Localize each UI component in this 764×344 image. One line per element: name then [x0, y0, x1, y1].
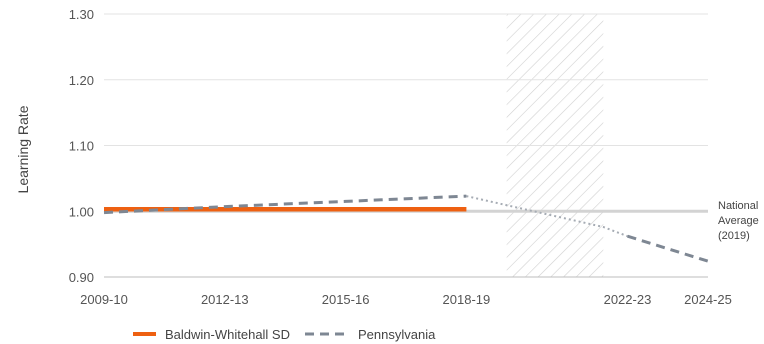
x-tick-label: 2022-23	[604, 292, 652, 307]
national-average-label: (2019)	[718, 230, 750, 242]
national-average-label: National	[718, 200, 758, 212]
x-tick-label: 2015-16	[322, 292, 370, 307]
legend-label-baldwin-whitehall: Baldwin-Whitehall SD	[165, 327, 290, 342]
y-tick-label: 1.20	[69, 73, 94, 88]
y-tick-label: 1.10	[69, 139, 94, 154]
legend-label-pennsylvania: Pennsylvania	[358, 327, 436, 342]
y-tick-label: 0.90	[69, 270, 94, 285]
y-tick-label: 1.00	[69, 204, 94, 219]
national-average-label: Average	[718, 215, 759, 227]
x-tick-label: 2012-13	[201, 292, 249, 307]
series-line-dotted-2	[466, 195, 628, 238]
y-axis-label: Learning Rate	[15, 105, 31, 193]
legend: Baldwin-Whitehall SD Pennsylvania	[133, 327, 436, 342]
x-tick-label: 2024-25	[684, 292, 732, 307]
x-tick-label: 2009-10	[80, 292, 128, 307]
y-tick-label: 1.30	[69, 7, 94, 22]
series-line-pennsylvania	[103, 194, 467, 215]
series-line-dashed-3	[627, 234, 709, 263]
plot-area: 0.90 1.00 1.10 1.20 1.30 2009-10 2012-13 2015-1…	[15, 7, 759, 307]
x-tick-label: 2018-19	[443, 292, 491, 307]
